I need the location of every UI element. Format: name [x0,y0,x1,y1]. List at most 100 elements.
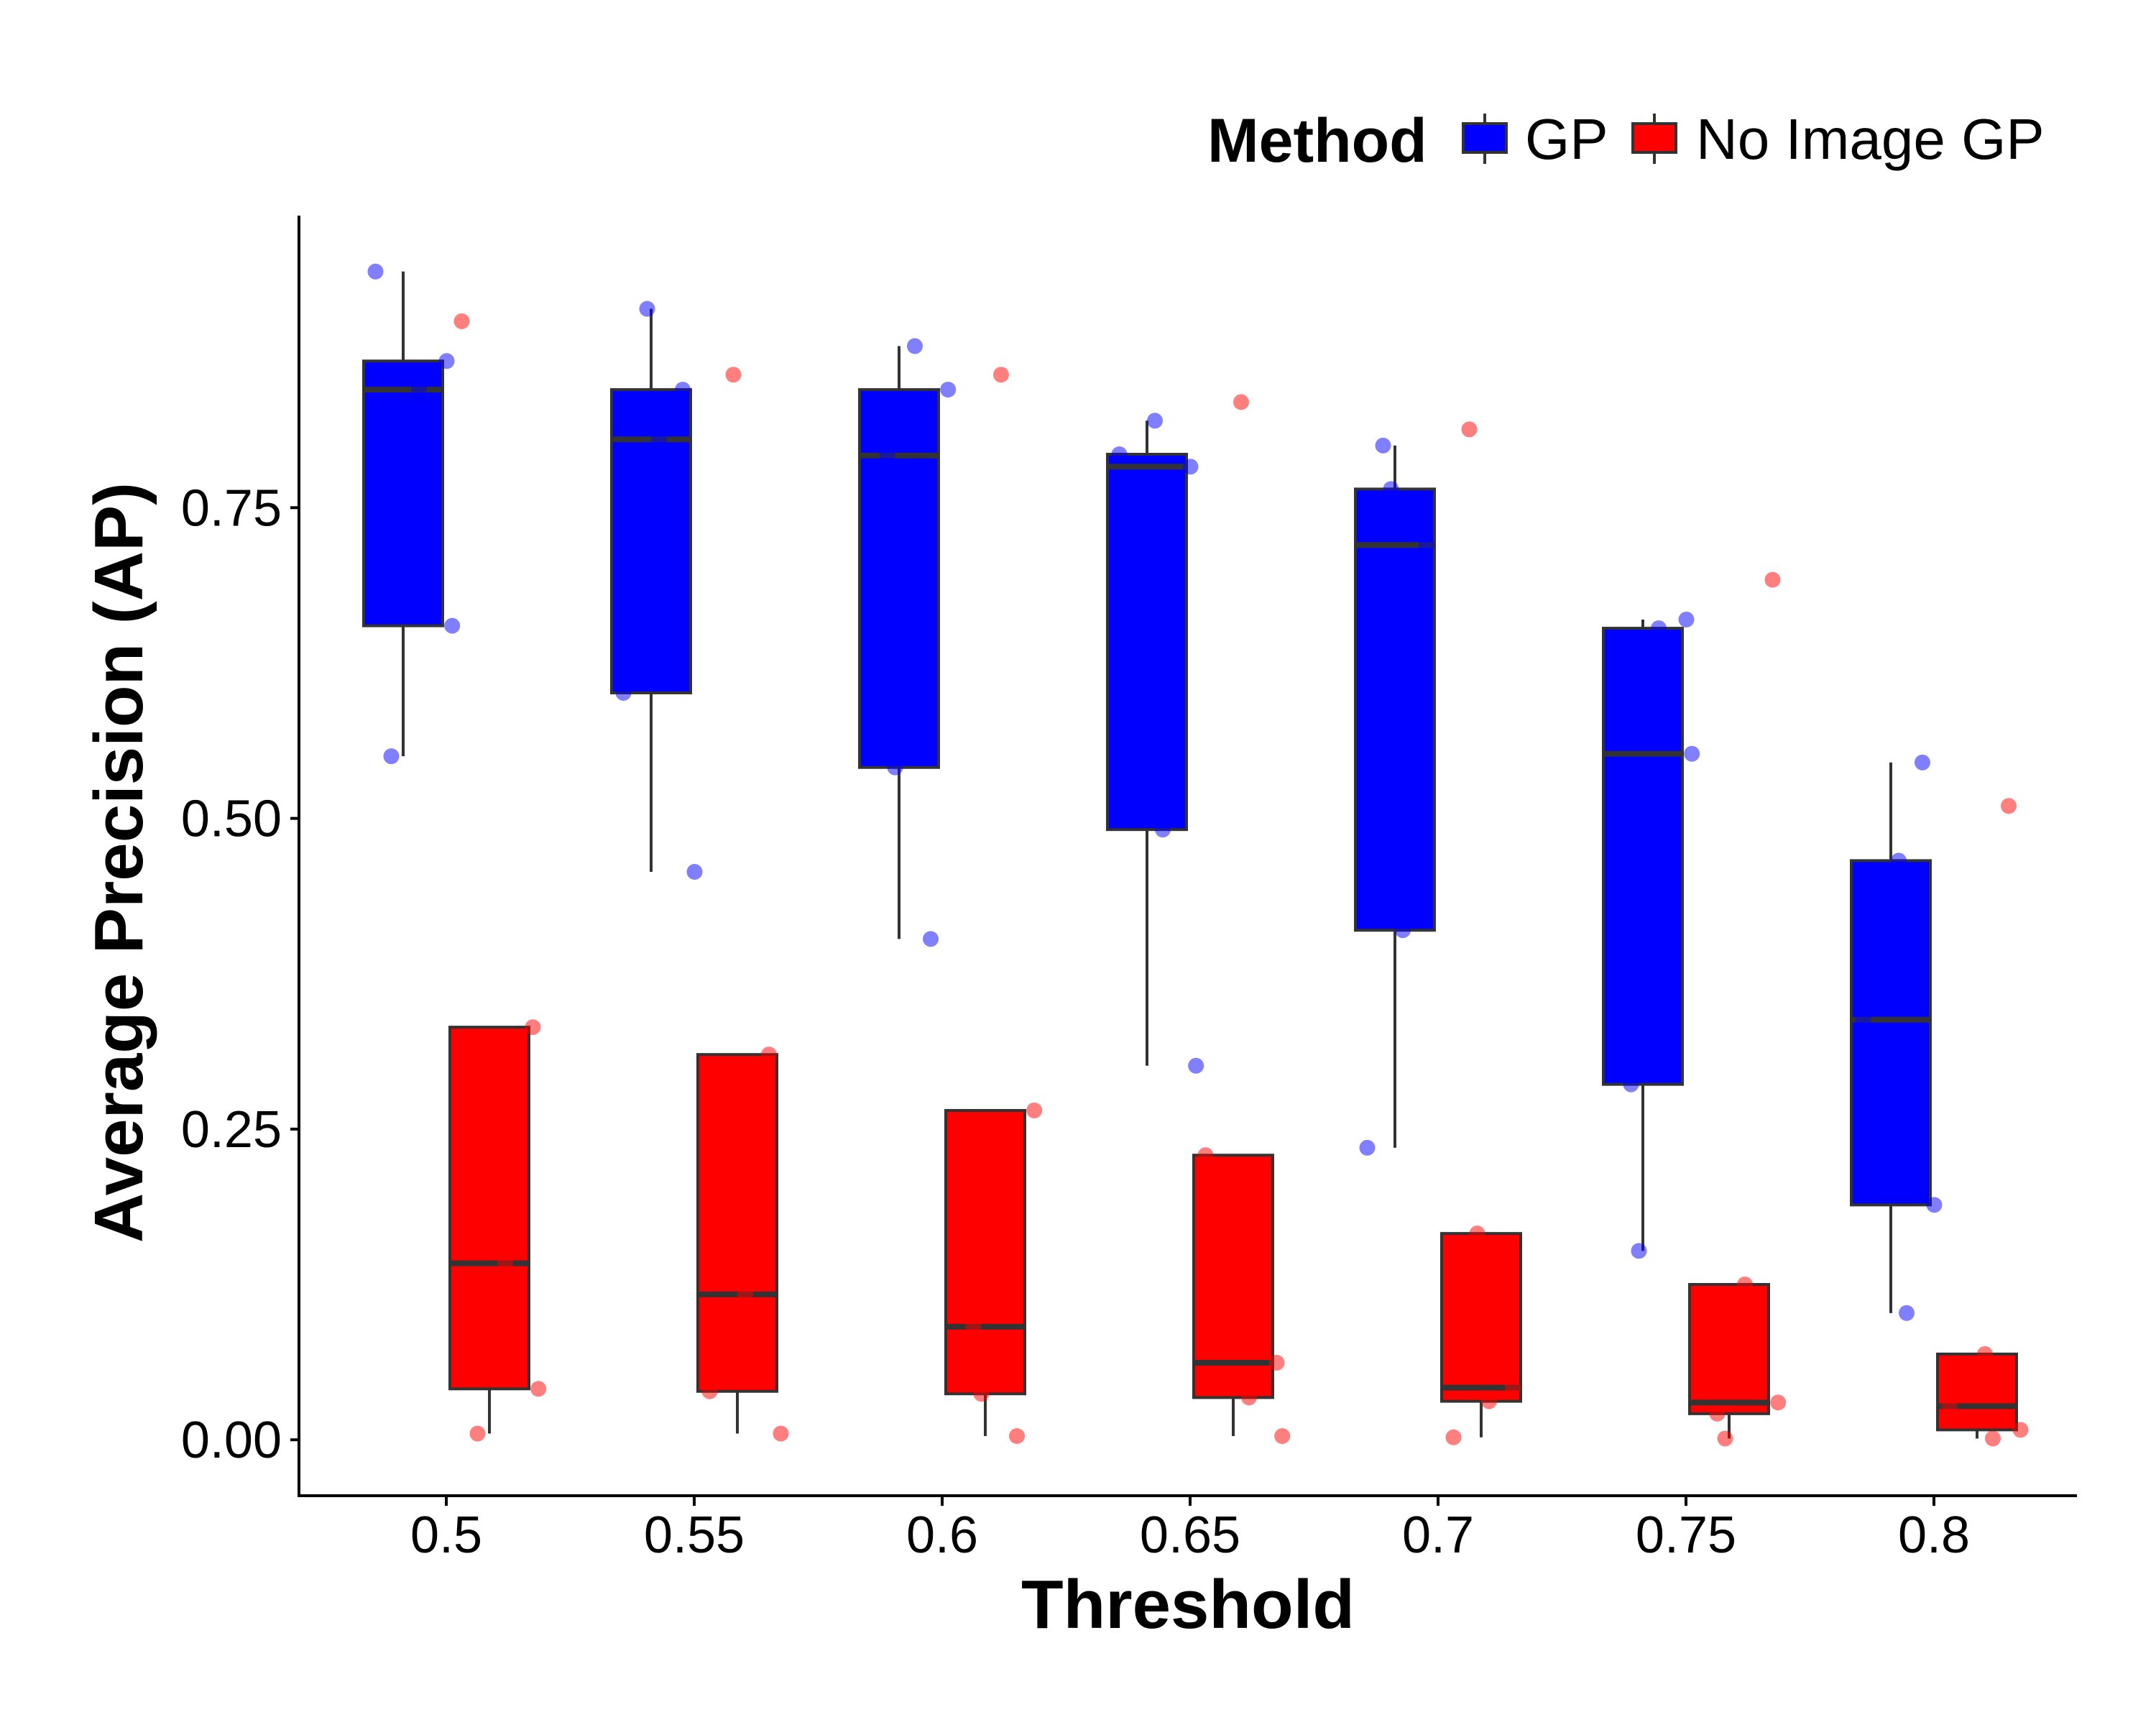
box-gp [1106,420,1188,1066]
data-point [879,447,895,464]
data-point [525,1019,541,1036]
data-point [2012,1422,2029,1438]
y-axis-title: Average Precision (AP) [80,482,157,1243]
data-point [1469,1225,1485,1242]
data-point [1009,1428,1025,1445]
data-point [1375,437,1391,454]
legend-label-gp: GP [1525,107,1608,171]
data-point [1395,922,1411,939]
data-point [444,617,461,634]
data-point [1461,421,1478,438]
box-no-image-gp [1936,1352,2018,1439]
x-tick-label: 0.8 [1898,1506,1970,1564]
legend-title: Method [1207,106,1427,175]
data-point [530,1381,547,1397]
box-body [1440,1232,1522,1403]
box-no-image-gp [448,1026,530,1434]
data-point [887,759,903,776]
box-body [944,1108,1026,1396]
data-point [1977,1346,1993,1362]
data-point [1182,459,1199,475]
box-body [696,1053,778,1393]
box-gp [610,308,692,872]
box-no-image-gp [696,1053,778,1434]
data-point [737,1286,753,1302]
data-point [1274,1428,1291,1445]
data-point [725,367,742,383]
plot-area [362,263,2029,1447]
data-point [1155,822,1171,838]
data-point [923,931,939,947]
data-point [1623,1076,1639,1092]
box-no-image-gp [1440,1232,1522,1438]
data-point [1855,1011,1871,1028]
data-point [701,1383,718,1399]
data-point [1359,1139,1376,1156]
data-point [1631,1243,1647,1259]
data-point [1651,620,1667,637]
x-axis-title: Threshold [1021,1566,1355,1643]
box-body [1192,1154,1274,1399]
y-tick-label: 0.75 [181,479,282,537]
data-point [973,1386,990,1402]
data-point [1268,1354,1285,1371]
legend: Method GP No Image GP [1207,106,2045,175]
data-point [1419,537,1434,553]
data-point [940,382,957,398]
data-point [1188,1057,1204,1074]
box-no-image-gp [1192,1154,1274,1437]
data-point [1241,1389,1257,1406]
box-body [1602,627,1684,1086]
data-point [1111,446,1128,462]
box-body [362,359,444,627]
data-point [686,863,703,880]
box-body [1354,487,1436,932]
data-point [1926,1197,1943,1213]
data-point [469,1425,486,1442]
data-point [2001,798,2017,814]
data-point [367,263,384,280]
data-point [1709,1405,1726,1422]
box-body [1106,452,1188,832]
x-tick-label: 0.55 [644,1506,745,1564]
data-point [1985,1430,2001,1447]
y-tick-label: 0.25 [181,1101,282,1159]
x-tick-label: 0.75 [1636,1506,1736,1564]
data-point [383,748,400,765]
box-gp [1850,762,1932,1313]
data-point [1915,754,1930,770]
data-point [965,1318,982,1335]
box-no-image-gp [1688,1283,1770,1439]
box-body [1936,1352,2018,1432]
data-point [1717,1430,1733,1447]
data-point [1891,852,1907,869]
data-point [1481,1393,1497,1409]
data-point [1383,481,1399,497]
data-point [1445,1429,1462,1445]
data-point [1764,571,1781,588]
data-point [453,313,470,329]
legend-swatch-no-image-gp [1631,114,1677,164]
x-tick-label: 0.6 [906,1506,978,1564]
data-point [615,684,632,701]
y-tick-label: 0.50 [181,791,282,848]
y-tick-label: 0.00 [181,1412,282,1469]
data-point [639,300,655,317]
data-point [438,353,455,369]
data-point [1678,611,1695,627]
data-point [1505,1379,1521,1396]
box-body [1688,1283,1770,1415]
box-gp [858,346,940,939]
data-point [993,367,1009,383]
box-body [858,388,940,769]
box-no-image-gp [944,1108,1026,1437]
data-point [1233,394,1249,410]
data-point [1026,1102,1043,1118]
x-tick-label: 0.7 [1402,1506,1474,1564]
data-point [907,338,923,354]
box-body [1850,859,1932,1207]
legend-swatch-gp [1462,114,1508,164]
axes: 0.00 0.25 0.50 0.75 0.5 0.55 0.6 0.65 0.7 0.75 0.8 [181,216,2077,1564]
data-point [675,382,691,398]
